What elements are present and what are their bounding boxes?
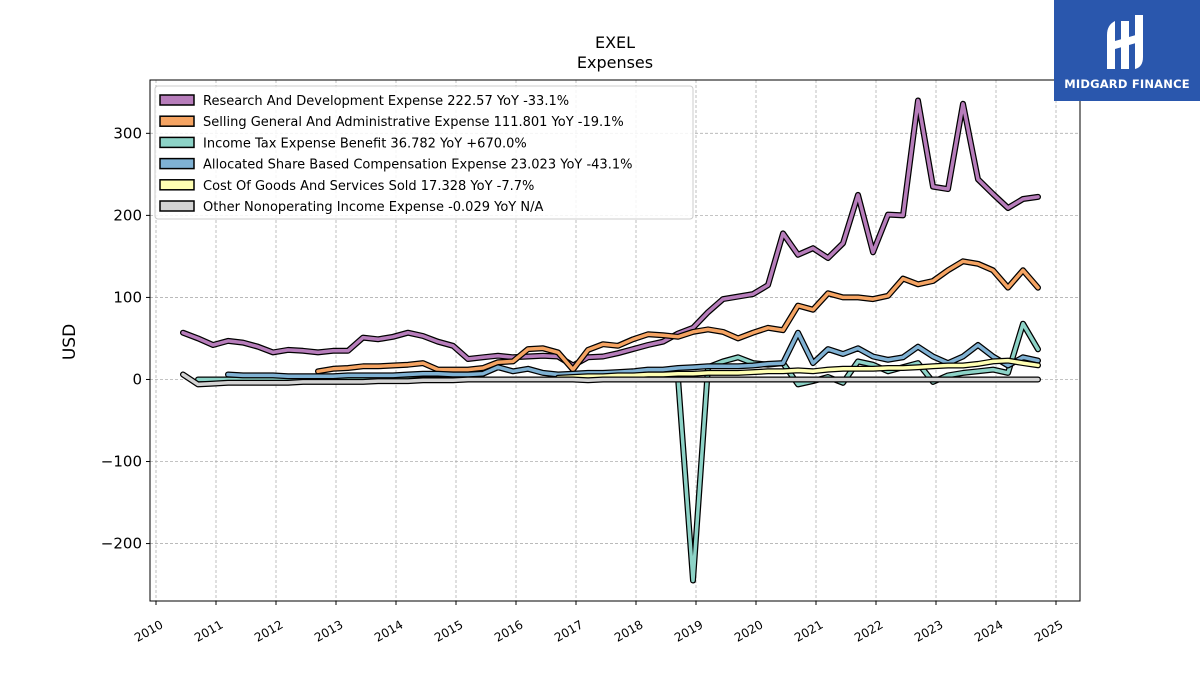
x-tick-label: 2018 [612,617,645,644]
x-tick-label: 2019 [672,617,705,644]
x-tick-label: 2025 [1032,617,1065,644]
legend-label: Cost Of Goods And Services Sold 17.328 Y… [203,179,534,194]
y-tick-label: 100 [113,288,142,306]
x-tick-label: 2017 [552,617,585,644]
x-tick-label: 2012 [252,617,285,644]
x-tick-label: 2011 [192,617,225,644]
x-tick-label: 2016 [492,617,525,644]
legend-swatch [159,94,195,106]
x-tick-label: 2015 [432,617,465,644]
legend-swatch [159,115,195,127]
brand-logo: MIDGARD FINANCE [1054,0,1200,101]
series-line [181,98,1040,368]
brand-mark-icon [1107,14,1143,69]
x-tick-label: 2022 [852,617,885,644]
series-lines [180,97,1041,584]
y-tick-label: 200 [113,206,142,224]
x-tick-label: 2021 [792,617,825,644]
y-tick-label: −200 [101,535,142,553]
brand-name: MIDGARD FINANCE [1064,76,1190,91]
legend-swatch [159,157,195,170]
x-tick-label: 2014 [372,617,405,644]
legend-label: Other Nonoperating Income Expense -0.029… [203,200,543,215]
legend-swatch [159,136,195,149]
legend-box [154,85,694,220]
y-axis-label: USD [60,324,80,360]
series-line [181,372,1040,387]
y-tick-label: 0 [132,370,142,388]
series-line [556,358,1040,380]
legend-label: Income Tax Expense Benefit 36.782 YoY +6… [203,136,527,151]
legend-label: Allocated Share Based Compensation Expen… [203,158,632,173]
chart-title: EXEL [595,33,635,52]
x-tick-label: 2024 [972,617,1005,644]
legend: Research And Development Expense 222.57 … [154,85,694,220]
legend-swatch [159,200,195,212]
legend-label: Research And Development Expense 222.57 … [203,94,569,109]
y-tick-label: −100 [101,453,142,471]
series-line [316,259,1040,374]
x-tick-label: 2020 [732,617,765,644]
x-tick-label: 2010 [132,617,165,644]
x-tick-label: 2023 [912,617,945,644]
chart-subtitle: Expenses [577,53,653,72]
series-line-outline [195,320,1041,584]
series-line [226,330,1040,378]
legend-label: Selling General And Administrative Expen… [203,115,624,130]
plot-area [149,79,1081,602]
y-tick-label: 300 [113,124,142,142]
legend-swatch [159,179,195,191]
x-tick-label: 2013 [312,617,345,644]
